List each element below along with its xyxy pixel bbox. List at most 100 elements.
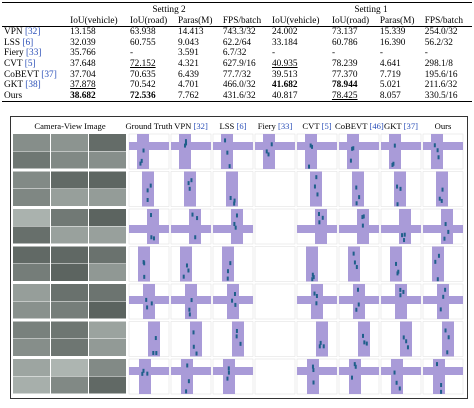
vehicle	[444, 287, 447, 292]
method-name: GKT	[4, 80, 23, 91]
road	[307, 359, 319, 394]
vehicle	[188, 312, 191, 317]
road	[223, 359, 235, 394]
camera-image	[51, 359, 88, 376]
vehicle	[437, 155, 440, 160]
method-name: LSS	[4, 37, 21, 48]
value-cell: 77.7/32	[222, 69, 252, 80]
value-cell: 15.339	[379, 27, 406, 38]
camera-image	[51, 209, 88, 226]
column-name: GKT	[384, 121, 402, 131]
vehicle	[191, 212, 194, 217]
camera-image	[89, 151, 126, 169]
column-header: IoU(road)	[128, 15, 176, 28]
vehicle	[150, 301, 153, 306]
vehicle	[393, 143, 396, 148]
citation: [37]	[41, 69, 57, 80]
vehicle	[195, 351, 198, 356]
table-row: CoBEVT [37] 37.704 70.635 6.439 77.7/32 39.51…	[2, 70, 472, 81]
vehicle	[152, 350, 155, 355]
column-name: Ground Truth	[125, 121, 173, 131]
vehicle	[365, 341, 368, 346]
road	[358, 321, 370, 357]
method-cell: CoBEVT [37]	[2, 70, 68, 81]
camera-image	[13, 359, 50, 376]
road	[381, 296, 421, 304]
camera-image	[13, 284, 50, 301]
vehicle	[358, 195, 361, 200]
camera-image	[89, 321, 126, 339]
vehicle	[190, 178, 193, 183]
vehicle	[433, 143, 436, 148]
camera-image	[51, 151, 88, 169]
value-cell: 37.704	[70, 69, 96, 80]
camera-image	[51, 284, 88, 301]
camera-image	[89, 359, 126, 376]
road	[400, 321, 412, 357]
vehicle	[312, 380, 315, 385]
method-cell: Ours	[2, 90, 69, 103]
vehicle	[349, 158, 352, 163]
vehicle	[146, 197, 149, 202]
camera-image	[13, 246, 50, 264]
vehicle	[227, 366, 230, 371]
camera-image	[89, 376, 126, 394]
camera-image	[89, 264, 126, 281]
road	[213, 225, 253, 233]
camera-image	[13, 321, 50, 339]
road	[423, 296, 463, 304]
camera-image	[51, 264, 88, 281]
vehicle	[441, 187, 444, 192]
vehicle	[356, 287, 359, 292]
vehicle	[402, 289, 405, 294]
vehicle	[194, 235, 197, 240]
method-cell: LSS [6]	[2, 38, 68, 49]
road	[297, 225, 337, 233]
vehicle	[353, 260, 356, 265]
road	[297, 296, 337, 304]
value-cell: 73.137	[331, 27, 358, 38]
method-name: CoBEVT	[4, 69, 39, 80]
value-cell: 72.536	[128, 90, 176, 103]
vehicle	[182, 274, 185, 279]
vehicle	[436, 277, 439, 282]
vehicle	[152, 236, 155, 241]
bev-map	[254, 358, 296, 395]
camera-image	[89, 171, 126, 189]
value-cell: -	[331, 48, 336, 59]
vehicle	[183, 143, 186, 148]
value-cell: 330.5/16	[422, 90, 472, 103]
vehicle	[363, 340, 366, 345]
vehicle	[187, 379, 190, 384]
column-name: CoBEVT	[335, 121, 368, 131]
road	[139, 359, 151, 394]
road	[339, 296, 379, 304]
vehicle	[154, 336, 157, 341]
vehicle	[362, 333, 365, 338]
method-name: Ours	[4, 90, 23, 101]
camera-image	[89, 246, 126, 264]
vehicle	[315, 294, 318, 299]
camera-image	[89, 134, 126, 151]
citation: [5]	[24, 58, 36, 69]
vehicle	[355, 307, 358, 312]
road	[222, 246, 234, 282]
camera-image	[13, 226, 50, 244]
vehicle	[192, 330, 195, 335]
road	[171, 142, 211, 150]
vehicle	[395, 380, 398, 385]
figure-images	[13, 133, 464, 395]
value-cell: 4.701	[177, 80, 199, 91]
camera-image	[13, 209, 50, 226]
citation: [6]	[22, 37, 34, 48]
camera-image	[51, 321, 88, 339]
vehicle	[397, 269, 400, 274]
vehicle	[313, 184, 316, 189]
vehicle	[351, 375, 354, 380]
camera-image	[89, 339, 126, 356]
vehicle	[234, 225, 237, 230]
camera-image	[89, 226, 126, 244]
method-cell: VPN [32]	[2, 27, 68, 38]
vehicle	[149, 183, 152, 188]
